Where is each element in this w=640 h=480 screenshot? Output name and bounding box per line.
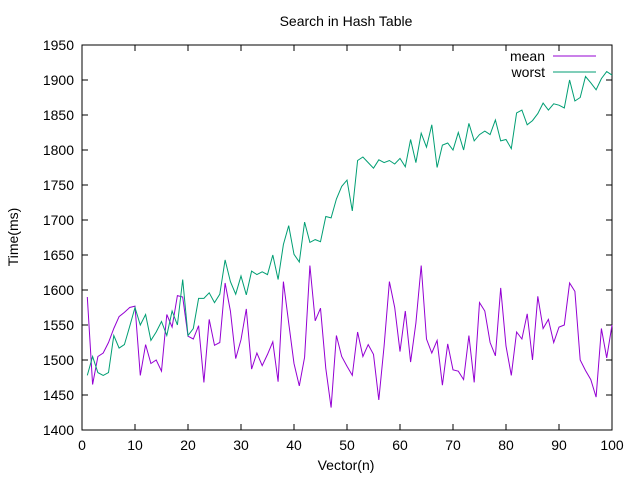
y-tick-label: 1550 (43, 317, 74, 333)
x-tick-label: 20 (180, 437, 196, 453)
y-tick-label: 1700 (43, 212, 74, 228)
x-tick-label: 60 (392, 437, 408, 453)
x-tick-label: 40 (286, 437, 302, 453)
x-axis-title: Vector(n) (318, 457, 375, 473)
y-tick-label: 1400 (43, 422, 74, 438)
series-line-mean (86, 265, 613, 408)
x-tick-label: 30 (233, 437, 249, 453)
chart-title: Search in Hash Table (280, 13, 413, 29)
x-tick-label: 10 (127, 437, 143, 453)
legend-label-mean: mean (510, 48, 545, 64)
y-axis: 1400 1450 1500 1550 1600 1650 1700 1750 1800 1850… (43, 37, 612, 438)
x-tick-label: 100 (600, 437, 624, 453)
y-tick-label: 1600 (43, 282, 74, 298)
series-line-worst (86, 70, 613, 376)
x-tick-label: 50 (339, 437, 355, 453)
series-layer (86, 70, 613, 408)
y-tick-label: 1850 (43, 107, 74, 123)
x-tick-label: 80 (498, 437, 514, 453)
y-tick-label: 1950 (43, 37, 74, 53)
x-tick-label: 70 (445, 437, 461, 453)
legend-label-worst: worst (511, 64, 546, 80)
y-tick-label: 1500 (43, 352, 74, 368)
x-tick-label: 0 (78, 437, 86, 453)
y-tick-label: 1450 (43, 387, 74, 403)
y-axis-title: Time(ms) (5, 208, 21, 267)
y-tick-label: 1750 (43, 177, 74, 193)
x-axis: 0 10 20 30 40 50 60 70 80 90 100 (78, 45, 624, 453)
x-tick-label: 90 (551, 437, 567, 453)
y-tick-label: 1800 (43, 142, 74, 158)
y-tick-label: 1650 (43, 247, 74, 263)
y-tick-label: 1900 (43, 72, 74, 88)
